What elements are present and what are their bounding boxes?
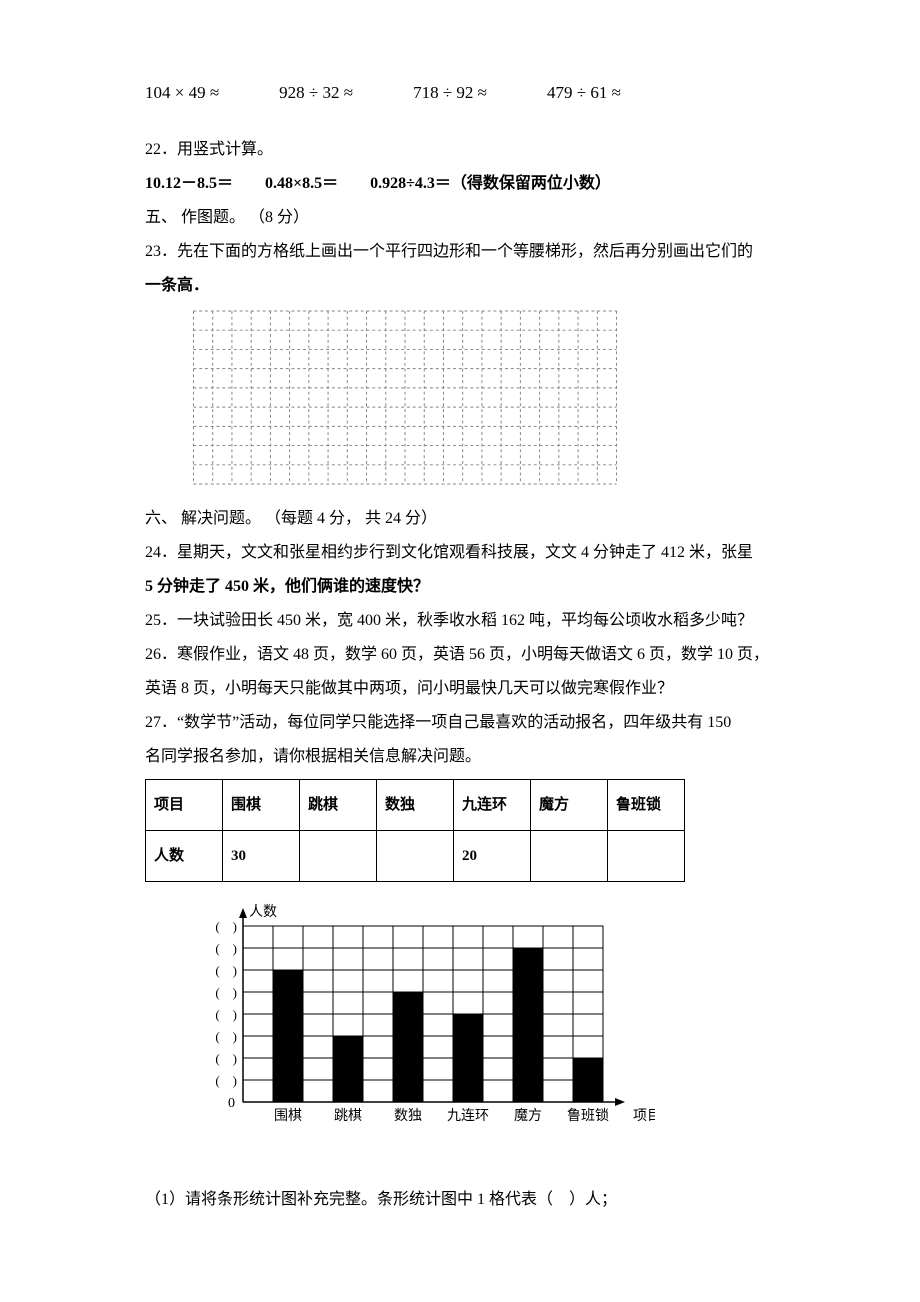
svg-text:项目: 项目 xyxy=(633,1109,655,1124)
svg-text:鲁班锁: 鲁班锁 xyxy=(567,1108,609,1124)
q23-line1: 23．先在下面的方格纸上画出一个平行四边形和一个等腰梯形，然后再分别画出它们的 xyxy=(145,236,775,268)
th-3: 数独 xyxy=(377,780,454,831)
expr-2: 928 ÷ 32 ≈ xyxy=(279,76,353,110)
td-3 xyxy=(377,831,454,882)
expr-1: 104 × 49 ≈ xyxy=(145,76,219,110)
td-2 xyxy=(300,831,377,882)
svg-text:( ): ( ) xyxy=(215,1007,237,1022)
expr-3: 718 ÷ 92 ≈ xyxy=(413,76,487,110)
q24-line1: 24．星期天，文文和张星相约步行到文化馆观看科技展，文文 4 分钟走了 412 … xyxy=(145,537,775,569)
activity-table: 项目 围棋 跳棋 数独 九连环 魔方 鲁班锁 人数 30 20 xyxy=(145,779,685,882)
td-5 xyxy=(531,831,608,882)
svg-text:0: 0 xyxy=(228,1096,235,1111)
td-4: 20 xyxy=(454,831,531,882)
q-sub-1: （1）请将条形统计图补充完整。条形统计图中 1 格代表（ ）人； xyxy=(145,1184,775,1216)
svg-text:跳棋: 跳棋 xyxy=(334,1108,362,1124)
th-2: 跳棋 xyxy=(300,780,377,831)
svg-text:( ): ( ) xyxy=(215,1051,237,1066)
svg-text:围棋: 围棋 xyxy=(274,1108,302,1124)
svg-text:魔方: 魔方 xyxy=(514,1108,542,1124)
table-row: 人数 30 20 xyxy=(146,831,685,882)
th-0: 项目 xyxy=(146,780,223,831)
svg-text:( ): ( ) xyxy=(215,1029,237,1044)
q23-line2: 一条高． xyxy=(145,270,775,302)
q27-line1: 27．“数学节”活动，每位同学只能选择一项自己最喜欢的活动报名，四年级共有 15… xyxy=(145,707,775,739)
th-4: 九连环 xyxy=(454,780,531,831)
svg-text:人数: 人数 xyxy=(249,904,277,920)
q25: 25．一块试验田长 450 米，宽 400 米，秋季收水稻 162 吨，平均每公… xyxy=(145,605,775,637)
table-row: 项目 围棋 跳棋 数独 九连环 魔方 鲁班锁 xyxy=(146,780,685,831)
svg-text:九连环: 九连环 xyxy=(447,1108,489,1124)
td-6 xyxy=(608,831,685,882)
th-1: 围棋 xyxy=(223,780,300,831)
svg-text:( ): ( ) xyxy=(215,919,237,934)
svg-text:( ): ( ) xyxy=(215,1073,237,1088)
th-5: 魔方 xyxy=(531,780,608,831)
q24-line2: 5 分钟走了 450 米，他们俩谁的速度快？ xyxy=(145,571,775,603)
q26-line2: 英语 8 页，小明每天只能做其中两项，问小明最快几天可以做完寒假作业？ xyxy=(145,673,775,705)
svg-text:( ): ( ) xyxy=(215,985,237,1000)
grid-paper xyxy=(185,310,625,485)
svg-text:( ): ( ) xyxy=(215,963,237,978)
th-6: 鲁班锁 xyxy=(608,780,685,831)
svg-text:( ): ( ) xyxy=(215,941,237,956)
svg-text:数独: 数独 xyxy=(394,1108,422,1124)
section-5-heading: 五、 作图题。 （8 分） xyxy=(145,202,775,234)
q22-expressions: 10.12－8.5＝ 0.48×8.5＝ 0.928÷4.3＝（得数保留两位小数… xyxy=(145,168,775,200)
expr-4: 479 ÷ 61 ≈ xyxy=(547,76,621,110)
td-1: 30 xyxy=(223,831,300,882)
td-0: 人数 xyxy=(146,831,223,882)
math-expressions-row: 104 × 49 ≈ 928 ÷ 32 ≈ 718 ÷ 92 ≈ 479 ÷ 6… xyxy=(145,76,775,110)
q22-title: 22．用竖式计算。 xyxy=(145,134,775,166)
bar-chart: 人数 ( ) ( ) ( ) ( ) ( ) ( ) ( ) ( ) 0 围棋 跳棋 数独 九连环 魔方 鲁班… xyxy=(185,892,775,1154)
section-6-heading: 六、 解决问题。 （每题 4 分， 共 24 分） xyxy=(145,503,775,535)
q26-line1: 26．寒假作业，语文 48 页，数学 60 页，英语 56 页，小明每天做语文 … xyxy=(145,639,775,671)
q27-line2: 名同学报名参加，请你根据相关信息解决问题。 xyxy=(145,741,775,773)
